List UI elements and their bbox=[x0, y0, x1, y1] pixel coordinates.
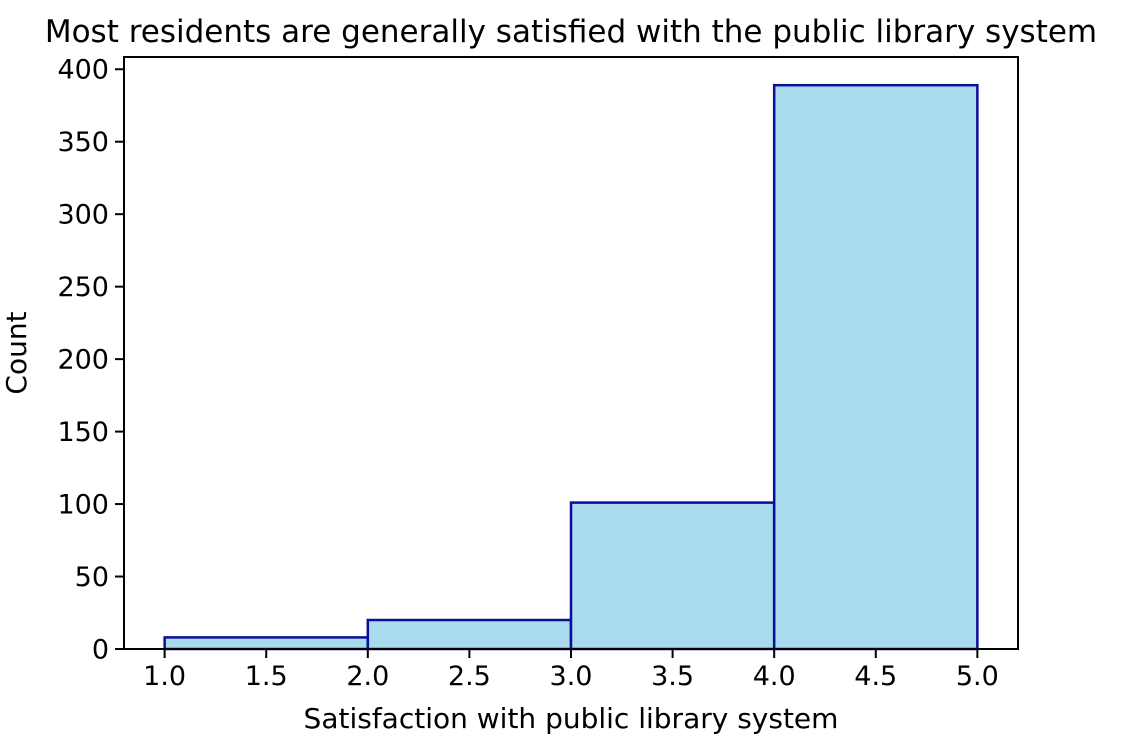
x-tick-label: 3.5 bbox=[651, 661, 694, 692]
y-tick-label: 400 bbox=[57, 55, 109, 86]
x-tick-label: 3.0 bbox=[550, 661, 593, 692]
y-tick-label: 0 bbox=[92, 634, 109, 665]
x-tick-label: 1.5 bbox=[245, 661, 288, 692]
y-tick-label: 300 bbox=[57, 200, 109, 231]
y-tick-label: 50 bbox=[75, 562, 109, 593]
histogram-bar bbox=[772, 83, 979, 651]
x-tick-label: 2.5 bbox=[448, 661, 491, 692]
x-tick-label: 5.0 bbox=[956, 661, 999, 692]
histogram-bar bbox=[163, 636, 370, 651]
y-tick-label: 350 bbox=[57, 127, 109, 158]
x-axis-label: Satisfaction with public library system bbox=[304, 702, 839, 735]
x-tick-label: 4.5 bbox=[854, 661, 897, 692]
y-tick-label: 150 bbox=[57, 417, 109, 448]
y-axis-label: Count bbox=[0, 311, 33, 394]
histogram-bar bbox=[569, 501, 776, 651]
histogram-bar bbox=[366, 618, 573, 651]
chart-title: Most residents are generally satisfied w… bbox=[45, 14, 1097, 50]
y-tick-label: 200 bbox=[57, 345, 109, 376]
x-tick-label: 4.0 bbox=[753, 661, 796, 692]
y-tick-label: 250 bbox=[57, 272, 109, 303]
x-tick-label: 2.0 bbox=[346, 661, 389, 692]
x-tick-label: 1.0 bbox=[143, 661, 186, 692]
y-tick-label: 100 bbox=[57, 490, 109, 521]
